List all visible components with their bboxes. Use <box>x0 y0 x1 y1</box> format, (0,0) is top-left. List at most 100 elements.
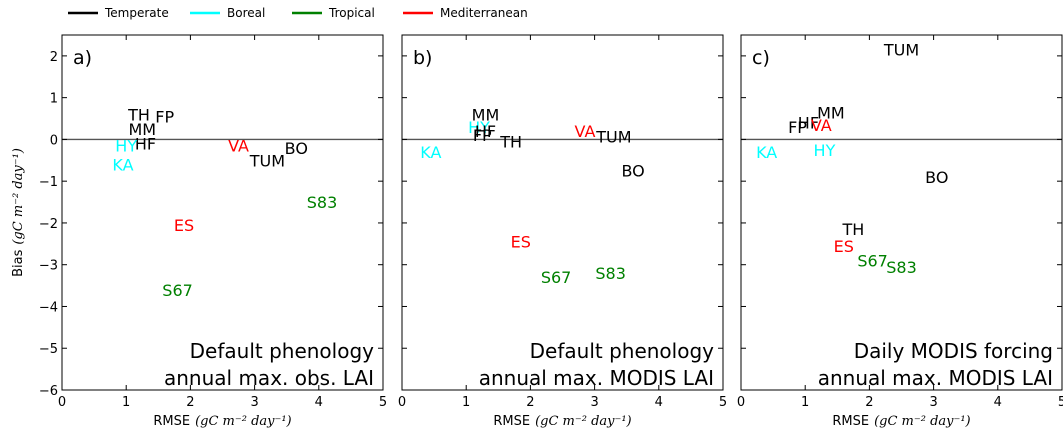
site-label-fp: FP <box>788 118 807 137</box>
panel-1: 0 1 2 3 4 5 −6 −5 −4 −3 −2 −1 0 1 2 RMSE (gC m⁻² day⁻¹) B… <box>11 34 387 429</box>
x-tick-label: 2 <box>865 395 873 410</box>
y-tick-label: −2 <box>39 217 58 232</box>
legend-label: Tropical <box>328 6 375 20</box>
x-tick-label: 3 <box>590 395 598 410</box>
x-axis-label-main: RMSE <box>493 414 530 429</box>
site-label-va: VA <box>228 137 249 156</box>
x-tick-label: 0 <box>737 395 745 410</box>
site-label-th: TH <box>841 220 864 239</box>
x-tick-label: 1 <box>122 395 130 410</box>
site-label-bo: BO <box>285 139 308 158</box>
legend-label: Temperate <box>104 6 169 20</box>
site-label-ka: KA <box>112 155 133 174</box>
site-label-fp: FP <box>155 107 174 126</box>
legend-item-temperate: Temperate <box>68 6 169 20</box>
site-label-s83: S83 <box>886 258 917 277</box>
y-tick-label: 1 <box>50 92 58 107</box>
panel-letter: c) <box>752 47 770 69</box>
x-tick-label: 0 <box>398 395 406 410</box>
x-tick-label: 5 <box>379 395 387 410</box>
site-label-s67: S67 <box>857 252 888 271</box>
site-label-hf: HF <box>135 135 156 154</box>
legend-label: Boreal <box>227 6 265 20</box>
x-axis-label-unit: (gC m⁻² day⁻¹) <box>195 414 292 429</box>
x-tick-label: 2 <box>526 395 534 410</box>
legend-item-tropical: Tropical <box>292 6 375 20</box>
legend: Temperate Boreal Tropical Mediterranean <box>68 6 528 20</box>
site-label-ka: KA <box>756 143 777 162</box>
site-label-tum: TUM <box>883 41 919 60</box>
annotation-line-1: Default phenology <box>190 339 375 363</box>
site-label-s83: S83 <box>595 264 626 283</box>
y-tick-label: 2 <box>50 50 58 65</box>
plot-frame <box>61 34 384 391</box>
site-label-hf: HF <box>475 122 496 141</box>
site-label-ka: KA <box>420 143 441 162</box>
y-tick-label: 0 <box>50 133 58 148</box>
x-axis-label-main: RMSE <box>153 414 190 429</box>
annotation-line-1: Daily MODIS forcing <box>854 339 1053 363</box>
site-label-tum: TUM <box>595 127 631 146</box>
x-tick-label: 5 <box>719 395 727 410</box>
site-label-hy: HY <box>115 137 137 156</box>
panels: 0 1 2 3 4 5 −6 −5 −4 −3 −2 −1 0 1 2 RMSE (gC m⁻² day⁻¹) B… <box>11 34 1063 429</box>
y-axis-label-unit: (gC m⁻² day⁻¹) <box>11 148 26 245</box>
site-label-es: ES <box>174 216 194 235</box>
site-label-fp: FP <box>473 126 492 145</box>
y-tick-label: −4 <box>39 300 58 315</box>
annotation-line-2: annual max. MODIS LAI <box>818 366 1053 390</box>
site-label-es: ES <box>511 233 531 252</box>
y-tick-label: −5 <box>39 342 58 357</box>
site-label-s83: S83 <box>307 193 338 212</box>
x-tick-label: 0 <box>58 395 66 410</box>
y-tick-label: −1 <box>39 175 58 190</box>
site-label-hy: HY <box>468 118 490 137</box>
x-tick-label: 3 <box>250 395 258 410</box>
site-label-th: TH <box>499 133 522 152</box>
x-axis-label: RMSE (gC m⁻² day⁻¹) <box>832 414 970 429</box>
site-label-es: ES <box>834 237 854 256</box>
site-label-hf: HF <box>798 114 819 133</box>
site-label-bo: BO <box>621 162 644 181</box>
x-tick-label: 2 <box>186 395 194 410</box>
x-tick-label: 1 <box>462 395 470 410</box>
plot-frame <box>740 34 1063 391</box>
site-label-bo: BO <box>925 168 948 187</box>
y-tick-label: −6 <box>39 384 58 399</box>
panel-2: 0 1 2 3 4 5 RMSE (gC m⁻² day⁻¹) b) Default phenol… <box>398 34 727 429</box>
site-label-va: VA <box>575 122 596 141</box>
x-tick-label: 5 <box>1058 395 1063 410</box>
site-label-tum: TUM <box>249 151 285 170</box>
legend-item-mediterranean: Mediterranean <box>403 6 528 20</box>
panel-letter: b) <box>413 47 432 69</box>
x-axis-label-unit: (gC m⁻² day⁻¹) <box>874 414 971 429</box>
site-label-s67: S67 <box>541 268 572 287</box>
site-label-va: VA <box>811 116 832 135</box>
annotation-line-2: annual max. MODIS LAI <box>479 366 714 390</box>
panel-letter: a) <box>73 47 92 69</box>
annotation-line-1: Default phenology <box>530 339 715 363</box>
x-tick-label: 4 <box>315 395 323 410</box>
x-tick-label: 4 <box>655 395 663 410</box>
x-tick-label: 3 <box>929 395 937 410</box>
site-label-s67: S67 <box>162 281 193 300</box>
x-tick-label: 4 <box>994 395 1002 410</box>
x-axis-label: RMSE (gC m⁻² day⁻¹) <box>153 414 291 429</box>
legend-label: Mediterranean <box>440 6 528 20</box>
x-tick-label: 1 <box>801 395 809 410</box>
x-axis-label-main: RMSE <box>832 414 869 429</box>
y-axis-label-main: Bias <box>11 249 26 276</box>
plot-frame <box>401 34 724 391</box>
legend-item-boreal: Boreal <box>190 6 265 20</box>
panel-3: 0 1 2 3 4 5 RMSE (gC m⁻² day⁻¹) c) Daily MODIS fo… <box>737 34 1063 429</box>
site-label-mm: MM <box>817 103 845 122</box>
site-label-th: TH <box>127 105 150 124</box>
x-axis-label: RMSE (gC m⁻² day⁻¹) <box>493 414 631 429</box>
x-axis-label-unit: (gC m⁻² day⁻¹) <box>535 414 632 429</box>
site-label-hy: HY <box>814 141 836 160</box>
annotation-line-2: annual max. obs. LAI <box>164 366 374 390</box>
site-label-mm: MM <box>128 120 156 139</box>
y-tick-label: −3 <box>39 259 58 274</box>
site-label-mm: MM <box>472 105 500 124</box>
